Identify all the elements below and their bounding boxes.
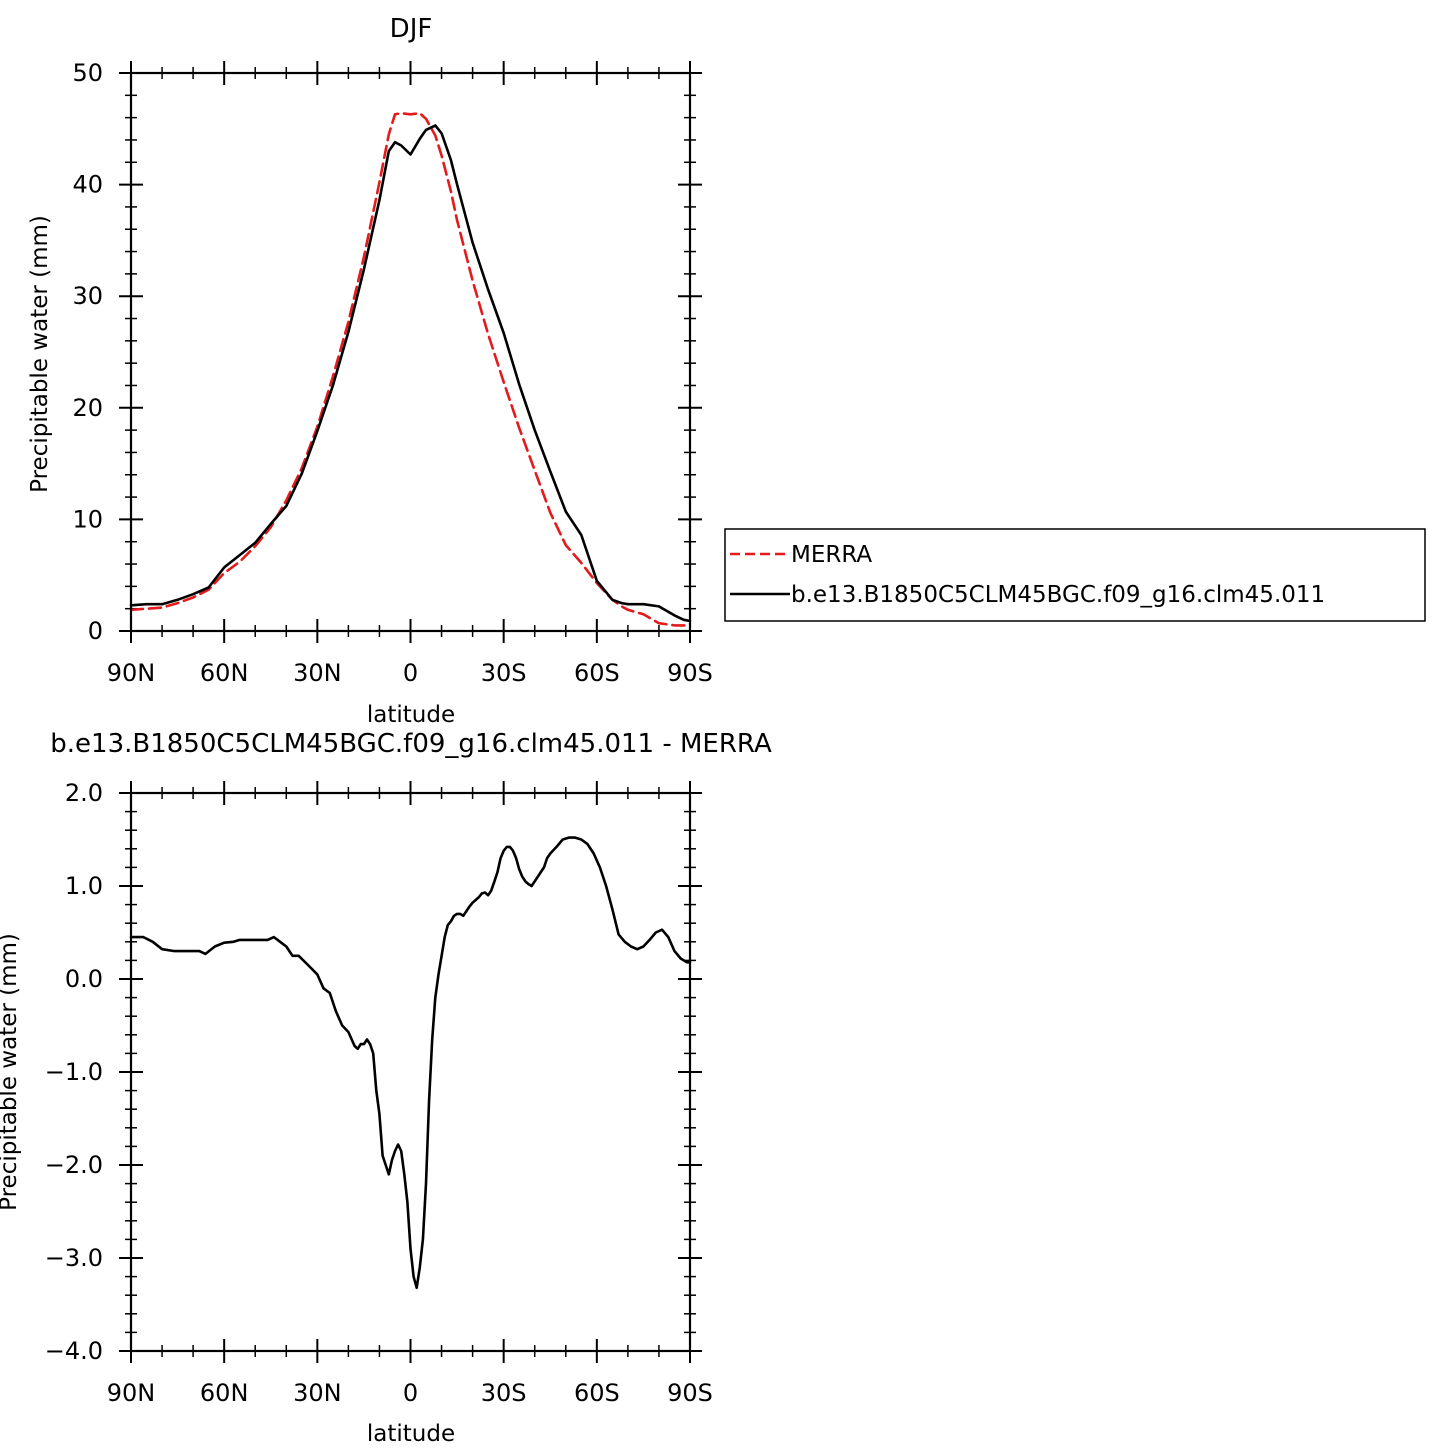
top-chart-ticks: 90N 60N 30N 0 30S 60S 90S 0 10 20 30 40 50 xyxy=(72,59,712,687)
x-tick-label: 0 xyxy=(403,659,418,687)
y-tick-label: −1.0 xyxy=(45,1058,103,1086)
y-tick-label: 50 xyxy=(72,59,103,87)
x-tick-label: 60N xyxy=(200,659,249,687)
y-tick-label: 1.0 xyxy=(65,872,103,900)
bottom-chart-ticks: 90N 60N 30N 0 30S 60S 90S −4.0 −3.0 −2.0 −1.0 0.0 1.… xyxy=(45,779,713,1407)
top-chart-title: DJF xyxy=(390,14,433,44)
legend-label-merra: MERRA xyxy=(791,542,872,568)
y-tick-label: 0.0 xyxy=(65,965,103,993)
bottom-chart-series xyxy=(129,836,692,1290)
x-tick-label: 60N xyxy=(200,1379,249,1407)
x-tick-label: 60S xyxy=(574,659,620,687)
x-tick-label: 90S xyxy=(667,659,713,687)
model-series-line xyxy=(129,124,692,623)
y-tick-label: 20 xyxy=(72,394,103,422)
legend: MERRA b.e13.B1850C5CLM45BGC.f09_g16.clm4… xyxy=(724,528,1426,622)
top-chart-xlabel: latitude xyxy=(367,702,455,728)
bottom-chart-title: b.e13.B1850C5CLM45BGC.f09_g16.clm45.011 … xyxy=(50,729,772,759)
y-tick-label: −3.0 xyxy=(45,1244,103,1272)
x-tick-label: 0 xyxy=(403,1379,418,1407)
y-tick-label: 40 xyxy=(72,171,103,199)
merra-series-line xyxy=(129,111,692,627)
x-tick-label: 60S xyxy=(574,1379,620,1407)
model-series-line xyxy=(129,836,692,1290)
top-chart-ylabel: Precipitable water (mm) xyxy=(27,215,53,493)
y-tick-label: 2.0 xyxy=(65,779,103,807)
top-chart-series xyxy=(129,111,692,627)
y-tick-label: 30 xyxy=(72,282,103,310)
y-tick-label: −4.0 xyxy=(45,1337,103,1365)
x-tick-label: 90N xyxy=(107,659,156,687)
x-tick-label: 30N xyxy=(293,1379,342,1407)
top-chart: DJF latitude Precipitable water (mm) 90N… xyxy=(27,14,713,728)
bottom-chart-ylabel: Precipitable water (mm) xyxy=(0,933,22,1211)
y-tick-label: 0 xyxy=(88,617,103,645)
x-tick-label: 30S xyxy=(481,659,527,687)
legend-label-model: b.e13.B1850C5CLM45BGC.f09_g16.clm45.011 xyxy=(791,582,1325,608)
bottom-plot-frame xyxy=(129,791,692,1353)
x-tick-label: 30N xyxy=(293,659,342,687)
top-plot-frame xyxy=(129,71,692,633)
x-tick-label: 90S xyxy=(667,1379,713,1407)
x-tick-label: 30S xyxy=(481,1379,527,1407)
legend-box xyxy=(724,528,1426,622)
y-tick-label: 10 xyxy=(72,505,103,533)
bottom-chart-xlabel: latitude xyxy=(367,1421,455,1447)
x-tick-label: 90N xyxy=(107,1379,156,1407)
y-tick-label: −2.0 xyxy=(45,1151,103,1179)
bottom-chart: b.e13.B1850C5CLM45BGC.f09_g16.clm45.011 … xyxy=(0,729,772,1447)
